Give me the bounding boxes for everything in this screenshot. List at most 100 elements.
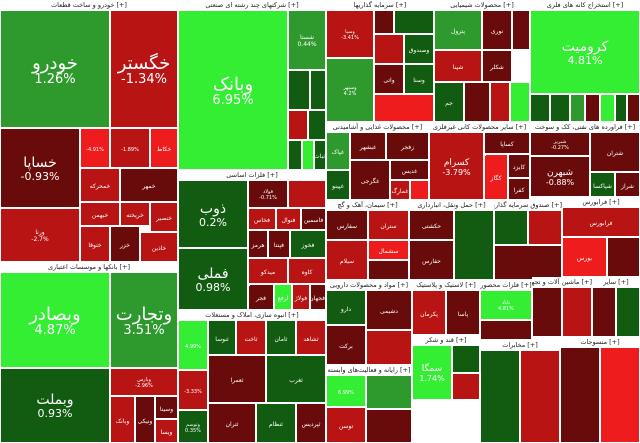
- stock-tile[interactable]: [530, 94, 550, 122]
- stock-tile[interactable]: خگستر -1.34%: [110, 10, 178, 128]
- stock-tile[interactable]: کایزد: [508, 154, 530, 178]
- stock-tile[interactable]: بورس: [562, 237, 607, 277]
- stock-tile[interactable]: فملی 0.98%: [178, 248, 248, 310]
- sector-title[interactable]: [+] حمل ونقل، انبارداری: [409, 200, 494, 210]
- stock-tile[interactable]: [627, 94, 640, 122]
- stock-tile[interactable]: خبهمن: [80, 202, 120, 226]
- stock-tile[interactable]: دارو: [326, 290, 366, 325]
- stock-tile[interactable]: [374, 94, 434, 122]
- stock-tile[interactable]: [570, 94, 585, 122]
- sector-title[interactable]: [+] محصولات غذایی و آشامیدنی: [326, 122, 429, 132]
- stock-tile[interactable]: [480, 350, 520, 443]
- stock-tile[interactable]: ویسا: [155, 419, 178, 443]
- stock-tile[interactable]: شستا 0.44%: [288, 10, 326, 70]
- stock-tile[interactable]: خمحرکه: [80, 168, 120, 202]
- stock-tile[interactable]: شبهرن -0.88%: [530, 156, 590, 197]
- sector-title[interactable]: [+] منسوجات: [560, 337, 640, 347]
- stock-tile[interactable]: خودرو 1.26%: [0, 10, 110, 128]
- stock-tile[interactable]: [560, 347, 600, 443]
- sector-title[interactable]: [+] فلزات محصور: [480, 280, 532, 290]
- stock-tile[interactable]: سشمال: [368, 240, 409, 260]
- stock-tile[interactable]: [550, 94, 570, 122]
- stock-tile[interactable]: نوری: [482, 10, 512, 50]
- stock-tile[interactable]: وسپا -3.41%: [326, 10, 374, 58]
- stock-tile[interactable]: [484, 154, 486, 156]
- sector-title[interactable]: [+] سیمان، آهک و گچ: [326, 200, 409, 210]
- stock-tile[interactable]: کگاز: [484, 154, 508, 200]
- stock-tile[interactable]: فلوله: [248, 284, 250, 286]
- stock-tile[interactable]: [494, 245, 562, 280]
- stock-tile[interactable]: وسنا: [404, 64, 434, 94]
- stock-tile[interactable]: پترول: [434, 10, 482, 50]
- stock-tile[interactable]: شراز: [615, 172, 640, 197]
- sector-title[interactable]: [+] مخابرات: [480, 340, 560, 350]
- stock-tile[interactable]: غبشهر: [350, 132, 386, 160]
- stock-tile[interactable]: فخوز: [290, 230, 326, 258]
- stock-tile[interactable]: فجهان: [310, 284, 326, 310]
- stock-tile[interactable]: [288, 110, 308, 140]
- stock-tile[interactable]: ثبات: [314, 140, 326, 170]
- stock-tile[interactable]: [452, 373, 480, 400]
- sector-title[interactable]: [+] انبوه سازی، املاک و مستغلات: [178, 310, 326, 320]
- stock-tile[interactable]: [510, 82, 530, 122]
- stock-tile[interactable]: ختوقا: [80, 226, 110, 262]
- stock-tile[interactable]: غمارگ: [390, 180, 410, 200]
- stock-tile[interactable]: [452, 345, 480, 373]
- stock-tile[interactable]: پاسا: [446, 290, 480, 335]
- stock-tile[interactable]: ذوب 0.2%: [178, 180, 248, 248]
- stock-tile[interactable]: غپاک: [326, 132, 350, 170]
- stock-tile[interactable]: [368, 260, 409, 280]
- sector-title[interactable]: [+] فراورده های نفتی، کک و سوخت: [530, 122, 640, 132]
- sector-title[interactable]: [+] صندوق سرمایه گذاری: [494, 200, 562, 210]
- stock-tile[interactable]: [615, 94, 627, 122]
- stock-tile[interactable]: برکت: [326, 325, 366, 365]
- stock-tile[interactable]: فاسمین: [301, 208, 326, 230]
- sector-title[interactable]: [+] شرکتهای چند رشته ای صنعتی: [178, 0, 326, 10]
- stock-tile[interactable]: دشیمی: [366, 290, 412, 330]
- stock-tile[interactable]: وتجارت 3.51%: [110, 272, 178, 368]
- stock-tile[interactable]: فرابورس: [562, 207, 640, 237]
- stock-tile[interactable]: -3.33%: [178, 370, 208, 410]
- stock-tile[interactable]: [600, 347, 640, 443]
- stock-tile[interactable]: فولاد -0.71%: [248, 180, 288, 208]
- sector-title[interactable]: [+] سرمایه گذاریها: [326, 0, 434, 10]
- stock-tile[interactable]: فپنتا: [268, 230, 290, 258]
- stock-tile[interactable]: وتوسم 0.35%: [178, 410, 208, 443]
- sector-title[interactable]: [+] سایر: [592, 277, 640, 287]
- stock-tile[interactable]: پکرمان: [412, 290, 446, 335]
- stock-tile[interactable]: [562, 287, 592, 337]
- stock-tile[interactable]: فولاژ: [292, 284, 310, 310]
- stock-tile[interactable]: وبصادر 4.87%: [0, 272, 110, 368]
- sector-title[interactable]: [+] فرابورس: [562, 197, 640, 207]
- sector-title[interactable]: [+] مواد و محصولات دارویی: [326, 280, 412, 290]
- stock-tile[interactable]: [454, 210, 494, 280]
- stock-tile[interactable]: [374, 10, 394, 34]
- stock-tile[interactable]: 6.99%: [326, 375, 366, 407]
- stock-tile[interactable]: خزر: [110, 226, 140, 262]
- stock-tile[interactable]: 4.99%: [178, 320, 208, 370]
- sector-title[interactable]: [+] خودرو و ساخت قطعات: [0, 0, 178, 10]
- stock-tile[interactable]: ثامان: [266, 320, 296, 355]
- stock-tile[interactable]: فخاس: [248, 208, 276, 230]
- stock-tile[interactable]: -1.89%: [110, 128, 150, 168]
- stock-tile[interactable]: واتی: [374, 64, 404, 94]
- stock-tile[interactable]: شپاکسا: [590, 172, 615, 197]
- stock-tile[interactable]: وبملت 0.93%: [0, 368, 110, 443]
- stock-tile[interactable]: ثنظام: [256, 403, 296, 443]
- stock-tile[interactable]: [308, 110, 326, 140]
- stock-tile[interactable]: [532, 287, 562, 337]
- stock-tile[interactable]: هرمز: [248, 230, 268, 258]
- stock-tile[interactable]: خاذین: [140, 232, 178, 262]
- sector-title[interactable]: [+] فلزات اساسی: [178, 170, 326, 180]
- stock-tile[interactable]: [410, 180, 429, 200]
- stock-tile[interactable]: شبریز -0.27%: [530, 132, 590, 156]
- sector-title[interactable]: [+] ماشین آلات و تجهیزات: [532, 277, 592, 287]
- stock-tile[interactable]: [366, 330, 412, 365]
- stock-tile[interactable]: شکلر: [482, 50, 512, 82]
- stock-tile[interactable]: فجر: [248, 284, 274, 310]
- stock-tile[interactable]: خمهر: [120, 168, 178, 202]
- stock-tile[interactable]: وپارس -2.96%: [110, 368, 178, 396]
- stock-tile[interactable]: ستران: [368, 210, 409, 240]
- stock-tile[interactable]: سمگا 1.74%: [412, 345, 452, 400]
- sector-title[interactable]: [+] رایانه و فعالیت‌های وابسته: [326, 365, 412, 375]
